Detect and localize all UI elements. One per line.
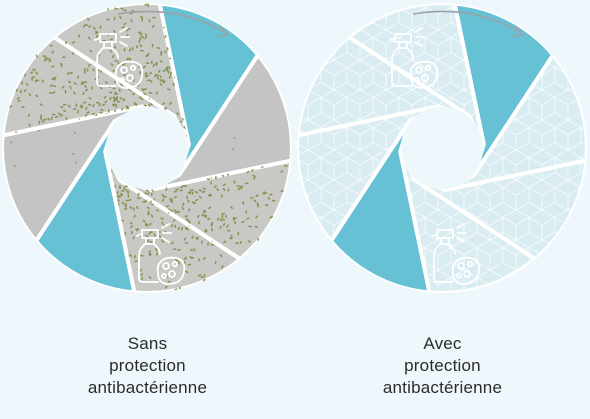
caption-line-1: Avec <box>423 334 462 353</box>
aperture-wheel-without-protection <box>2 3 292 293</box>
spray-sponge-icon <box>389 27 439 89</box>
panel-with-protection: Avec protection antibactérienne <box>295 0 590 419</box>
caption-with-protection: Avec protection antibactérienne <box>295 333 590 399</box>
rotation-arrow-icon <box>412 10 524 37</box>
aperture-hub <box>106 107 188 189</box>
spray-sponge-icon <box>94 27 144 89</box>
caption-line-2: protection <box>404 356 481 375</box>
aperture-hub <box>401 107 483 189</box>
caption-without-protection: Sans protection antibactérienne <box>0 333 295 399</box>
caption-line-1: Sans <box>127 334 168 353</box>
blade-pale <box>346 3 486 147</box>
spray-sponge-icon <box>136 223 186 285</box>
caption-line-3: antibactérienne <box>87 378 208 397</box>
aperture-wheel-with-protection <box>297 3 587 293</box>
spray-sponge-icon <box>431 223 481 285</box>
panel-without-protection: Sans protection antibactérienne <box>0 3 295 399</box>
caption-line-3: antibactérienne <box>382 378 503 397</box>
caption-line-2: protection <box>109 356 186 375</box>
rotation-arrow-icon <box>117 10 229 37</box>
